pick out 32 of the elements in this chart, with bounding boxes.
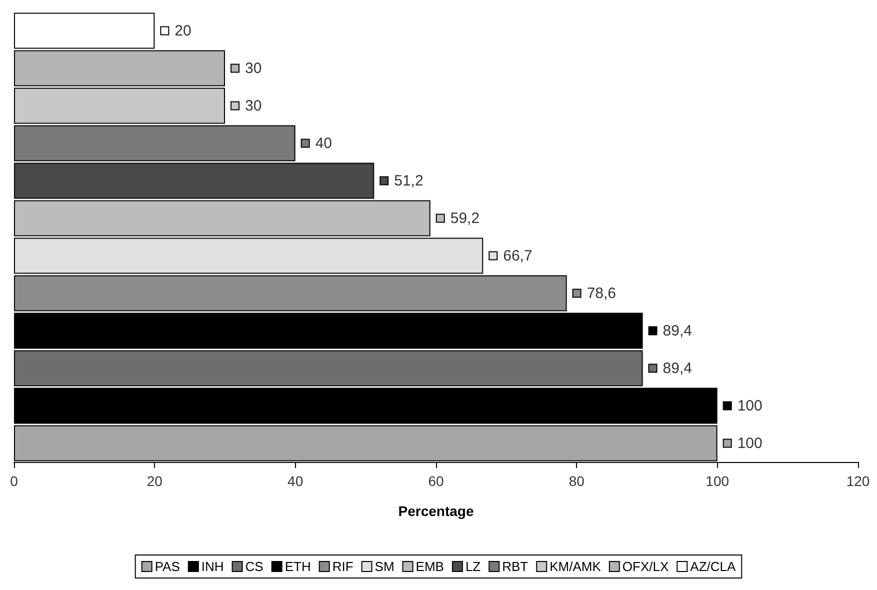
x-tick-label: 120 [846, 473, 870, 489]
legend-label: PAS [154, 559, 180, 574]
legend-label: RBT [502, 559, 528, 574]
legend-label: INH [201, 559, 224, 574]
x-tick-label: 0 [10, 473, 18, 489]
legend-label: LZ [465, 559, 481, 574]
data-label: 30 [245, 60, 262, 77]
legend-label: AZ/CLA [690, 559, 736, 574]
legend-label: ETH [284, 559, 311, 574]
data-label: 51,2 [394, 172, 424, 190]
x-tick-label: 20 [146, 473, 163, 489]
data-label: 78,6 [586, 284, 616, 302]
legend-label: CS [245, 559, 264, 574]
legend-label: SM [374, 559, 394, 574]
data-label: 20 [174, 22, 192, 40]
data-label: 100 [737, 397, 762, 414]
legend-label: RIF [332, 559, 354, 574]
x-tick-label: 40 [288, 473, 304, 489]
data-label: 100 [737, 434, 762, 452]
x-tick-label: 100 [706, 473, 730, 489]
legend-label: KM/AMK [550, 559, 602, 574]
data-label: 89,4 [662, 322, 692, 340]
data-label: 89,4 [662, 360, 692, 377]
data-label: 59,2 [450, 210, 480, 227]
data-label: 40 [315, 134, 332, 152]
x-tick-label: 80 [568, 473, 585, 489]
x-tick-label: 60 [428, 473, 444, 489]
x-axis-title: Percentage [398, 503, 474, 519]
legend-label: EMB [416, 559, 444, 574]
data-label: 30 [245, 97, 262, 114]
legend-label: OFX/LX [622, 559, 669, 574]
data-label: 66,7 [503, 247, 532, 264]
